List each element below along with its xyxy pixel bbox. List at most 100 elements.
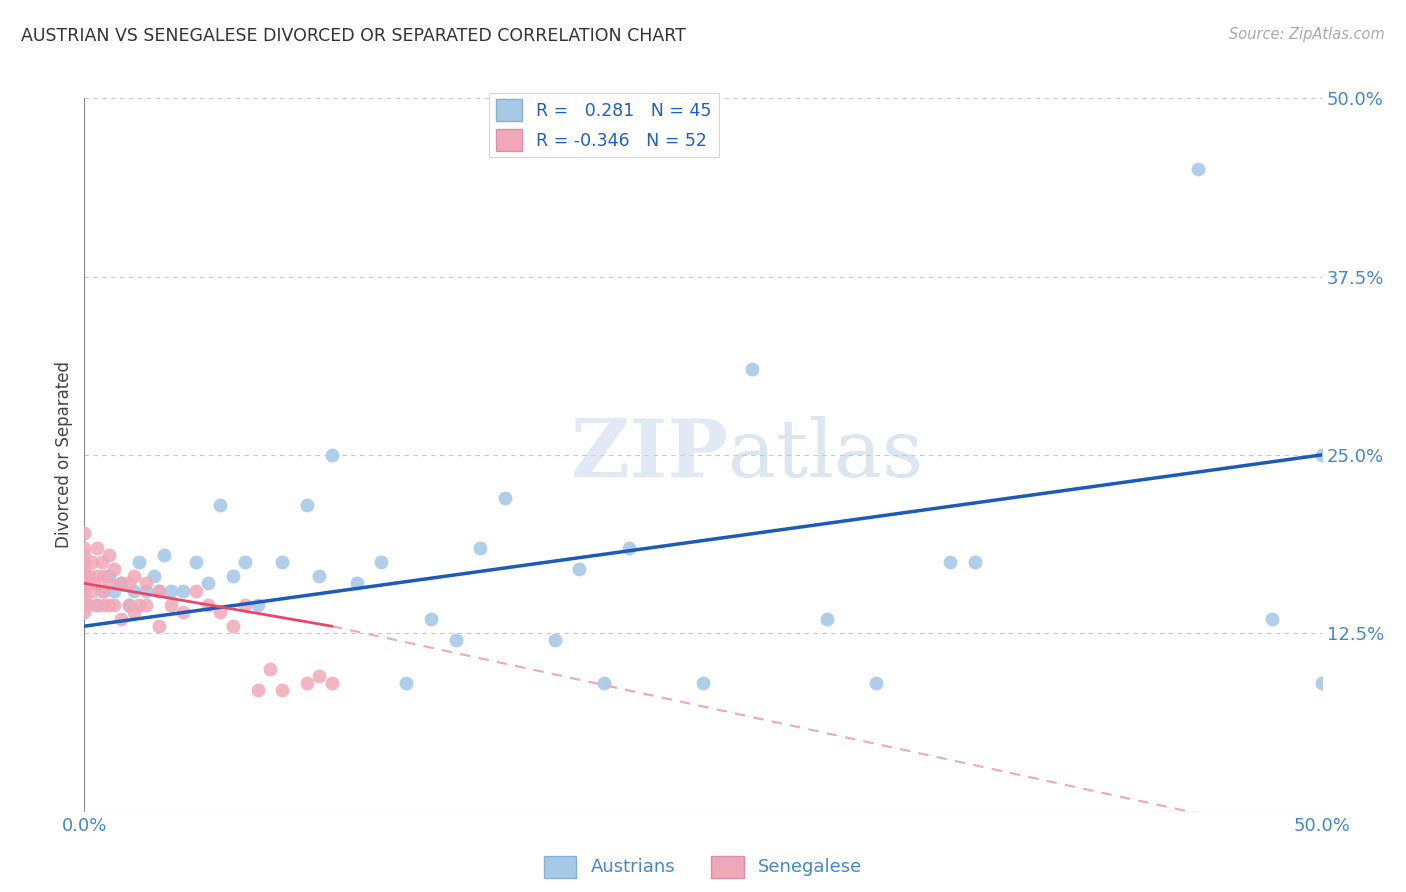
Point [295,676,318,690]
Point [122,569,145,583]
Text: Source: ZipAtlas.com: Source: ZipAtlas.com [1229,27,1385,42]
Point [246,598,269,612]
Point [308,669,330,683]
Point [741,362,763,376]
Point [110,576,132,591]
Point [246,683,269,698]
Point [110,576,132,591]
Point [308,569,330,583]
Point [209,605,232,619]
Point [593,676,616,690]
Point [135,576,157,591]
Point [93,598,115,612]
Point [470,541,492,555]
Point [118,576,141,591]
Point [295,498,318,512]
Text: ZIP: ZIP [571,416,728,494]
Point [110,612,132,626]
Point [73,569,96,583]
Point [79,569,101,583]
Point [152,548,174,562]
Point [98,576,121,591]
Point [271,555,294,569]
Point [419,612,441,626]
Point [184,583,207,598]
Point [128,598,150,612]
Point [122,605,145,619]
Point [93,569,115,583]
Text: atlas: atlas [728,416,922,494]
Point [209,498,232,512]
Point [233,555,256,569]
Point [1261,612,1284,626]
Point [73,562,96,576]
Point [815,612,838,626]
Point [73,555,96,569]
Point [568,562,591,576]
Point [86,598,108,612]
Point [1310,676,1333,690]
Point [73,598,96,612]
Point [83,576,105,591]
Y-axis label: Divorced or Separated: Divorced or Separated [55,361,73,549]
Point [259,662,281,676]
Point [148,619,170,633]
Point [543,633,565,648]
Point [128,555,150,569]
Point [444,633,467,648]
Text: AUSTRIAN VS SENEGALESE DIVORCED OR SEPARATED CORRELATION CHART: AUSTRIAN VS SENEGALESE DIVORCED OR SEPAR… [21,27,686,45]
Point [184,555,207,569]
Point [73,591,96,605]
Point [197,598,219,612]
Point [90,555,112,569]
Point [80,555,103,569]
Point [370,555,392,569]
Point [86,541,108,555]
Point [271,683,294,698]
Point [321,448,343,462]
Point [233,598,256,612]
Point [73,548,96,562]
Point [73,576,96,591]
Point [222,569,245,583]
Point [172,583,194,598]
Point [148,583,170,598]
Point [80,583,103,598]
Legend: Austrians, Senegalese: Austrians, Senegalese [536,848,870,885]
Point [160,583,183,598]
Point [939,555,962,569]
Point [98,548,121,562]
Point [118,598,141,612]
Point [86,598,108,612]
Point [197,576,219,591]
Point [79,598,101,612]
Point [103,583,125,598]
Point [93,583,115,598]
Point [73,605,96,619]
Point [617,541,640,555]
Point [73,526,96,541]
Point [98,598,121,612]
Point [135,583,157,598]
Point [1310,448,1333,462]
Point [346,576,368,591]
Point [321,676,343,690]
Point [494,491,516,505]
Point [865,676,887,690]
Point [1187,162,1209,177]
Point [135,598,157,612]
Point [160,598,183,612]
Point [122,583,145,598]
Point [395,676,418,690]
Point [103,598,125,612]
Point [90,583,112,598]
Point [172,605,194,619]
Point [98,569,121,583]
Point [103,562,125,576]
Point [142,569,165,583]
Point [73,541,96,555]
Point [222,619,245,633]
Point [118,598,141,612]
Point [148,583,170,598]
Point [692,676,714,690]
